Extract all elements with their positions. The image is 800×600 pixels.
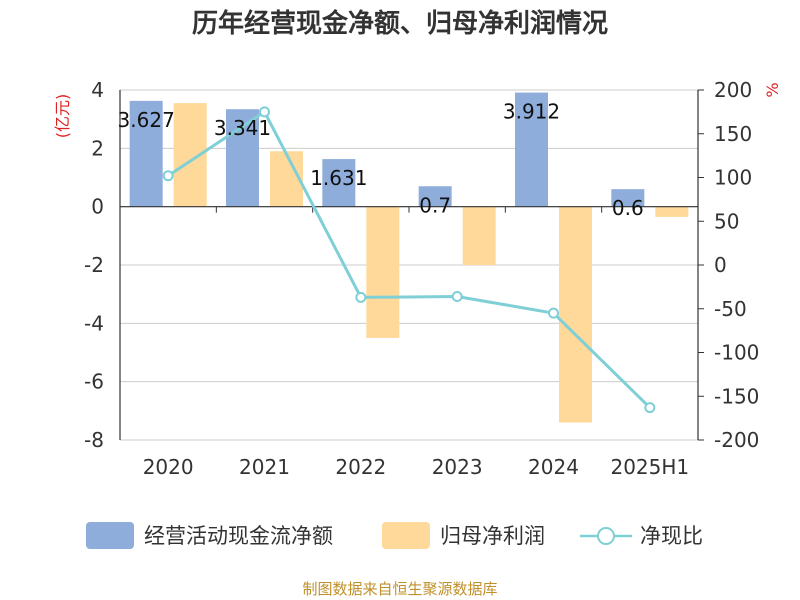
bar-cashflow bbox=[418, 186, 452, 207]
bar-netprofit bbox=[655, 206, 689, 217]
right-tick-label: 100 bbox=[714, 166, 752, 190]
bar-data-label: 1.631 bbox=[310, 166, 367, 190]
right-tick-label: -50 bbox=[714, 297, 747, 321]
left-tick-label: -6 bbox=[84, 370, 104, 394]
bars bbox=[129, 92, 689, 423]
x-tick-label: 2024 bbox=[528, 455, 579, 479]
bar-netprofit bbox=[559, 206, 592, 423]
legend: 经营活动现金流净额 归母净利润 净现比 bbox=[86, 522, 703, 549]
bar-netprofit bbox=[462, 206, 496, 265]
x-tick-label: 2023 bbox=[432, 455, 483, 479]
bar-data-label: 3.341 bbox=[214, 116, 271, 140]
source-note: 制图数据来自恒生聚源数据库 bbox=[302, 580, 497, 598]
ratio-line-path bbox=[167, 109, 651, 409]
left-tick-label: 2 bbox=[91, 136, 104, 160]
ratio-point bbox=[548, 307, 559, 319]
ratio-point bbox=[644, 402, 656, 414]
bar-cashflow bbox=[515, 92, 548, 207]
left-axis-unit: (亿元) bbox=[53, 94, 72, 139]
bar-data-label: 0.7 bbox=[419, 193, 451, 217]
left-tick-label: -4 bbox=[84, 311, 104, 335]
ratio-point bbox=[451, 291, 463, 302]
ratio-point bbox=[162, 170, 174, 182]
axes bbox=[119, 90, 699, 440]
bar-netprofit bbox=[366, 206, 400, 338]
right-tick-label: -150 bbox=[714, 384, 759, 408]
right-tick-label: 150 bbox=[714, 122, 752, 146]
x-axis-ticks: 2020 2021 2022 2023 2024 2025H1 bbox=[143, 455, 689, 479]
right-tick-label: 200 bbox=[714, 78, 752, 102]
right-tick-label: 50 bbox=[714, 209, 739, 233]
ratio-line bbox=[162, 106, 656, 414]
bar-data-label: 0.6 bbox=[612, 196, 644, 220]
bar-cashflow bbox=[611, 189, 645, 207]
legend-label-ratio: 净现比 bbox=[640, 524, 703, 548]
legend-swatch-netprofit bbox=[382, 522, 430, 549]
legend-swatch-ratio-point bbox=[597, 527, 615, 545]
left-tick-label: -2 bbox=[84, 253, 104, 277]
x-tick-label: 2022 bbox=[335, 455, 386, 479]
x-tick-label: 2025H1 bbox=[610, 455, 689, 479]
legend-label-cashflow: 经营活动现金流净额 bbox=[144, 524, 333, 548]
ratio-point bbox=[259, 106, 270, 118]
gridlines bbox=[120, 89, 698, 441]
left-axis-ticks: 4 2 0 -2 -4 -6 -8 bbox=[84, 78, 104, 452]
right-axis-ticks: 200 150 100 50 0 -50 -100 -150 -200 bbox=[698, 78, 759, 452]
right-tick-label: -100 bbox=[714, 341, 759, 365]
right-axis-unit: % bbox=[763, 82, 782, 97]
right-tick-label: -200 bbox=[714, 428, 759, 452]
left-tick-label: 4 bbox=[91, 78, 104, 102]
left-tick-label: -8 bbox=[84, 428, 104, 452]
right-tick-label: 0 bbox=[714, 253, 727, 277]
bar-netprofit bbox=[270, 151, 303, 207]
legend-label-netprofit: 归母净利润 bbox=[440, 524, 545, 548]
data-labels: 3.627 3.341 1.631 0.7 3.912 0.6 bbox=[118, 100, 644, 221]
x-tick-label: 2020 bbox=[143, 455, 194, 479]
bar-data-label: 3.627 bbox=[118, 108, 175, 132]
legend-swatch-cashflow bbox=[86, 522, 134, 549]
bar-cashflow bbox=[129, 100, 163, 207]
x-tick-label: 2021 bbox=[239, 455, 290, 479]
chart-title: 历年经营现金净额、归母净利润情况 bbox=[192, 8, 608, 39]
left-tick-label: 0 bbox=[91, 195, 104, 219]
bar-cashflow bbox=[322, 159, 356, 207]
ratio-point bbox=[355, 291, 367, 303]
bar-data-label: 3.912 bbox=[503, 100, 560, 124]
